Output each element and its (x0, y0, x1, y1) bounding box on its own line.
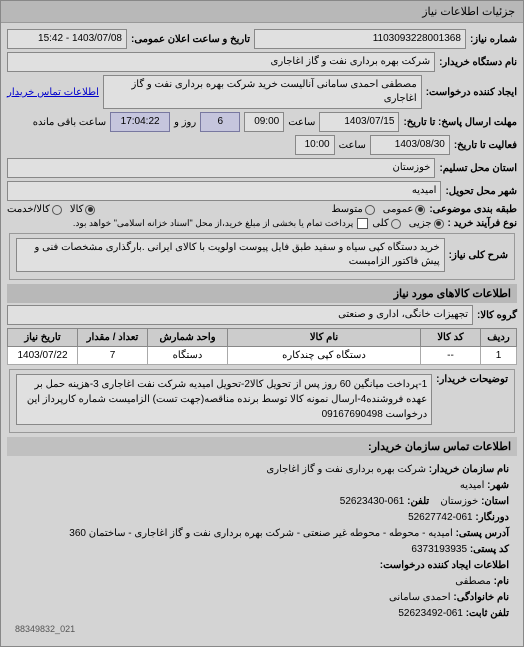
field-datetime: 1403/07/08 - 15:42 (7, 29, 127, 49)
radio-empty-icon (52, 205, 62, 215)
field-city: امیدیه (7, 181, 441, 201)
label-buy-process: نوع فرآیند خرید : (448, 218, 517, 229)
field-need-date: 1403/08/30 (370, 135, 450, 155)
checkbox-credit[interactable] (357, 218, 368, 229)
label-desc: شرح کلی نیاز: (449, 250, 508, 261)
radio-item-kala[interactable]: کالا (70, 204, 96, 215)
field-notes: 1-پرداخت میانگین 60 روز پس از تحویل کالا… (16, 374, 432, 425)
field-remain-time: 17:04:22 (110, 112, 170, 132)
label-hour-1: ساعت (288, 117, 315, 128)
label-city: شهر محل تحویل: (445, 186, 517, 197)
credit-note: پرداخت تمام یا بخشی از مبلغ خرید،از محل … (73, 218, 353, 229)
radio-dot-icon (434, 219, 444, 229)
label-resp-from: مهلت ارسال پاسخ: تا تاریخ: (403, 117, 517, 128)
radio-item-service[interactable]: کالا/خدمت (7, 204, 62, 215)
label-group: گروه کالا: (477, 310, 517, 321)
contact-header: اطلاعات تماس سازمان خریدار: (7, 437, 517, 456)
radio-dot-icon (85, 205, 95, 215)
col-header: تاریخ نیاز (8, 329, 78, 347)
col-header: کد کالا (421, 329, 481, 347)
field-buyer-org: شرکت بهره برداری نفت و گاز اغاجاری (7, 52, 435, 72)
field-desc: خرید دستگاه کپی سیاه و سفید طبق فایل پیو… (16, 238, 445, 272)
contact-link[interactable]: اطلاعات تماس خریدار (7, 87, 99, 98)
field-number: 1103093228001368 (254, 29, 466, 49)
label-requester: ایجاد کننده درخواست: (426, 87, 517, 98)
radio-empty-icon (391, 219, 401, 229)
field-province: خوزستان (7, 158, 435, 178)
field-group: تجهیزات خانگی، اداری و صنعتی (7, 305, 473, 325)
radio-dot-icon (415, 205, 425, 215)
col-header: ردیف (481, 329, 517, 347)
col-header: نام کالا (228, 329, 421, 347)
field-requester: مصطفی احمدی سامانی آنالیست خرید شرکت بهر… (103, 75, 422, 109)
label-notes: توضیحات خریدار: (436, 374, 508, 385)
window-title: جزئیات اطلاعات نیاز (1, 1, 523, 23)
field-resp-date: 1403/07/15 (319, 112, 399, 132)
table-row: 1--دستگاه کپی چندکارهدستگاه71403/07/22 (8, 347, 517, 365)
desc-fieldset: شرح کلی نیاز: خرید دستگاه کپی سیاه و سفی… (9, 233, 515, 280)
radio-public[interactable]: عمومی (383, 204, 426, 215)
label-buyer-org: نام دستگاه خریدار: (439, 57, 517, 68)
radio-all[interactable]: کلی (372, 218, 400, 229)
label-number: شماره نیاز: (470, 34, 517, 45)
label-need-until: فعالیت تا تاریخ: (454, 140, 517, 151)
contact-block: نام سازمان خریدار: شرکت بهره برداری نفت … (7, 458, 517, 640)
label-hour-2: ساعت (339, 140, 366, 151)
items-table: ردیفکد کالانام کالاواحد شمارشتعداد / مقد… (7, 328, 517, 365)
col-header: واحد شمارش (148, 329, 228, 347)
radio-average[interactable]: متوسط (331, 204, 374, 215)
col-header: تعداد / مقدار (78, 329, 148, 347)
radio-partial[interactable]: جزیی (409, 218, 444, 229)
field-need-hour: 10:00 (295, 135, 335, 155)
field-remain-days: 6 (200, 112, 240, 132)
notes-fieldset: توضیحات خریدار: 1-پرداخت میانگین 60 روز … (9, 369, 515, 433)
label-subject-type: طبقه بندی موضوعی: (429, 204, 517, 215)
label-day-and: روز و (174, 117, 196, 128)
label-remaining: ساعت باقی مانده (33, 117, 106, 128)
items-header: اطلاعات کالاهای مورد نیاز (7, 284, 517, 303)
radio-empty-icon (365, 205, 375, 215)
field-resp-hour: 09:00 (244, 112, 284, 132)
label-province: استان محل تسلیم: (439, 163, 517, 174)
label-datetime: تاریخ و ساعت اعلان عمومی: (131, 34, 250, 45)
